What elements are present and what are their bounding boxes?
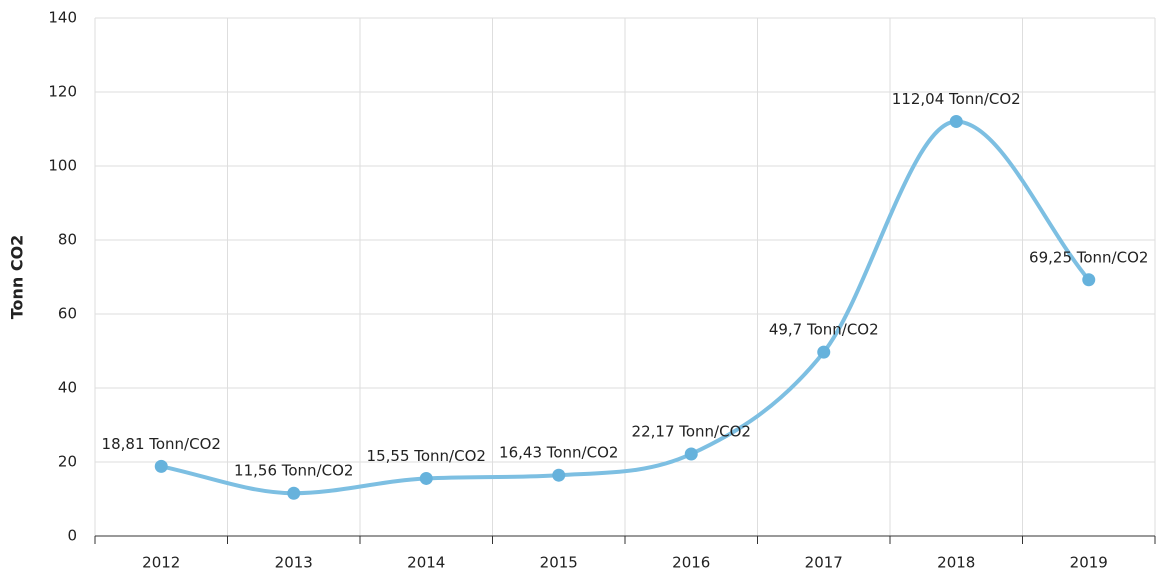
data-label: 15,55 Tonn/CO2 bbox=[367, 447, 486, 465]
data-label: 49,7 Tonn/CO2 bbox=[769, 321, 879, 339]
data-label: 112,04 Tonn/CO2 bbox=[892, 90, 1021, 108]
y-tick-label: 40 bbox=[58, 379, 77, 397]
y-tick-label: 100 bbox=[48, 157, 77, 175]
marker bbox=[817, 345, 831, 359]
marker bbox=[419, 471, 433, 485]
y-tick-label: 20 bbox=[58, 453, 77, 471]
x-tick-label: 2015 bbox=[540, 554, 578, 572]
x-tick-label: 2016 bbox=[672, 554, 710, 572]
marker bbox=[552, 468, 566, 482]
data-label: 11,56 Tonn/CO2 bbox=[234, 462, 353, 480]
x-tick-label: 2017 bbox=[805, 554, 843, 572]
marker bbox=[1082, 273, 1096, 287]
data-label: 16,43 Tonn/CO2 bbox=[499, 444, 618, 462]
y-tick-label: 120 bbox=[48, 83, 77, 101]
data-label: 18,81 Tonn/CO2 bbox=[102, 435, 221, 453]
marker bbox=[154, 459, 168, 473]
x-tick-label: 2014 bbox=[407, 554, 445, 572]
y-tick-label: 140 bbox=[48, 9, 77, 27]
marker bbox=[949, 114, 963, 128]
marker bbox=[684, 447, 698, 461]
y-tick-label: 60 bbox=[58, 305, 77, 323]
y-tick-label: 0 bbox=[67, 527, 77, 545]
x-tick-label: 2018 bbox=[937, 554, 975, 572]
marker bbox=[287, 486, 301, 500]
x-tick-label: 2013 bbox=[275, 554, 313, 572]
y-axis-title: Tonn CO2 bbox=[8, 235, 27, 320]
data-label: 69,25 Tonn/CO2 bbox=[1029, 248, 1148, 266]
data-label: 22,17 Tonn/CO2 bbox=[632, 422, 751, 440]
y-tick-label: 80 bbox=[58, 231, 77, 249]
x-tick-label: 2019 bbox=[1070, 554, 1108, 572]
x-tick-label: 2012 bbox=[142, 554, 180, 572]
